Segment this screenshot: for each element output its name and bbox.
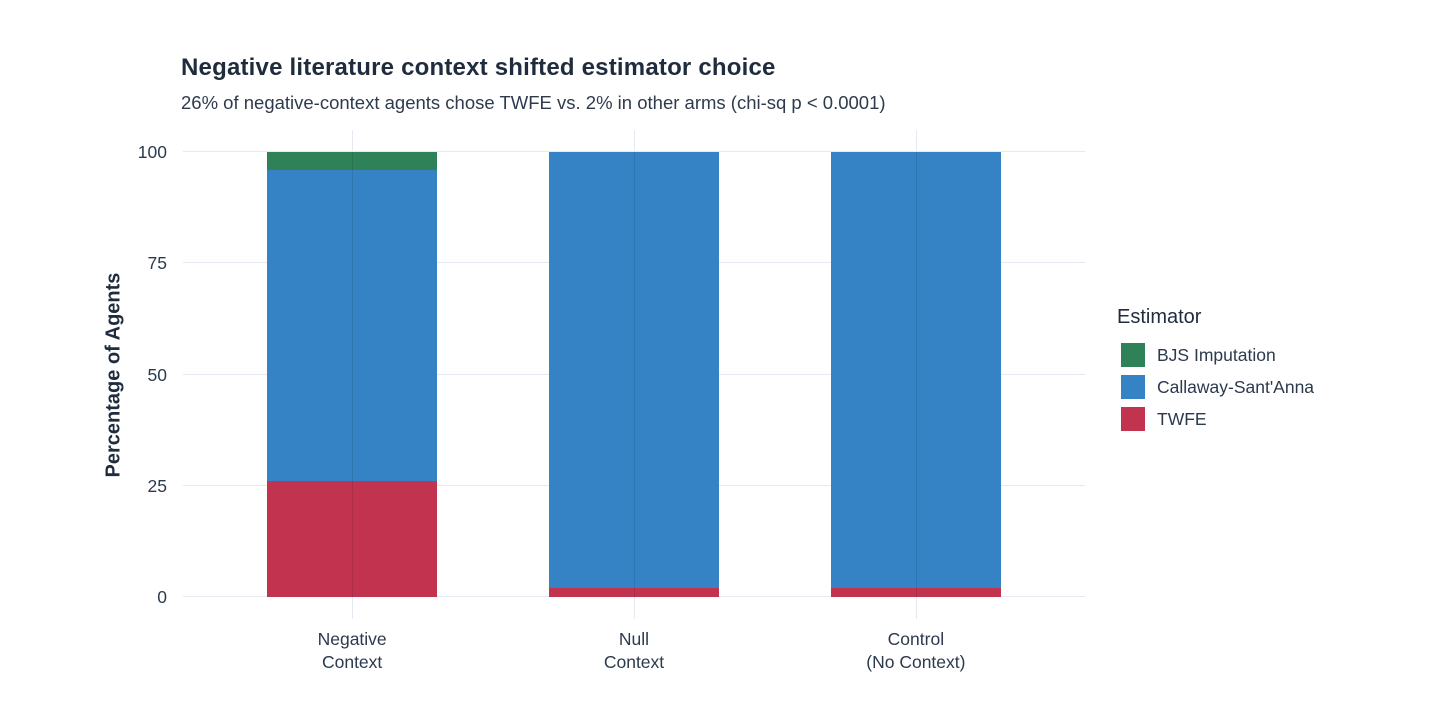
legend-swatch-twfe <box>1121 407 1145 431</box>
bar-segment-callaway-sant-anna <box>549 152 719 589</box>
x-tick-label-negative-context: Negative Context <box>317 629 387 672</box>
y-tick-label-50: 50 <box>147 364 167 385</box>
bar-control-no-context <box>830 152 1001 597</box>
bar-negative-context <box>267 152 438 597</box>
bar-segment-twfe <box>549 588 719 597</box>
legend-items: BJS Imputation Callaway-Sant'Anna TWFE <box>1117 343 1314 431</box>
y-tick-label-25: 25 <box>147 475 167 496</box>
bar-segment-twfe <box>830 588 1001 597</box>
chart-title: Negative literature context shifted esti… <box>181 54 776 81</box>
legend: Estimator BJS Imputation Callaway-Sant'An… <box>1117 306 1314 439</box>
y-tick-label-0: 0 <box>157 587 167 607</box>
gridline-y-100 <box>183 151 1085 152</box>
bar-null-context <box>549 152 719 597</box>
legend-item-twfe: TWFE <box>1121 407 1314 431</box>
bar-segment-twfe <box>267 481 438 597</box>
chart-subtitle: 26% of negative-context agents chose TWF… <box>181 92 886 113</box>
y-tick-label-100: 100 <box>137 142 167 162</box>
y-tick-label-75: 75 <box>147 253 167 274</box>
legend-label-bjs-imputation: BJS Imputation <box>1157 344 1276 365</box>
legend-swatch-callaway-sant-anna <box>1121 375 1145 399</box>
legend-label-twfe: TWFE <box>1157 408 1207 429</box>
bar-segment-callaway-sant-anna <box>830 152 1001 589</box>
x-tick-label-control-no-context: Control (No Context) <box>866 629 966 672</box>
bar-segment-callaway-sant-anna <box>267 169 438 482</box>
plot-panel <box>183 130 1085 619</box>
x-tick-label-null-context: Null Context <box>603 629 665 672</box>
legend-item-bjs-imputation: BJS Imputation <box>1121 343 1314 367</box>
bar-segment-bjs-imputation <box>267 152 438 170</box>
legend-item-callaway-sant-anna: Callaway-Sant'Anna <box>1121 375 1314 399</box>
legend-label-callaway-sant-anna: Callaway-Sant'Anna <box>1157 376 1315 397</box>
legend-title: Estimator <box>1117 306 1202 328</box>
legend-swatch-bjs-imputation <box>1121 343 1145 367</box>
